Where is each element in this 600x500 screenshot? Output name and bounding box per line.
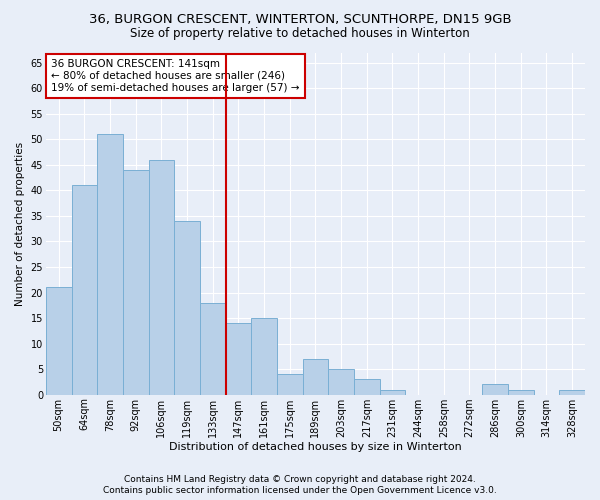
Bar [123,170,149,394]
Text: 36, BURGON CRESCENT, WINTERTON, SCUNTHORPE, DN15 9GB: 36, BURGON CRESCENT, WINTERTON, SCUNTHOR… [89,12,511,26]
Bar [149,160,174,394]
Bar [508,390,533,394]
Bar [71,186,97,394]
X-axis label: Distribution of detached houses by size in Winterton: Distribution of detached houses by size … [169,442,462,452]
Bar [302,359,328,394]
Bar [559,390,585,394]
Bar [200,302,226,394]
Bar [277,374,302,394]
Bar [97,134,123,394]
Bar [251,318,277,394]
Bar [174,221,200,394]
Bar [354,380,380,394]
Text: Contains HM Land Registry data © Crown copyright and database right 2024.: Contains HM Land Registry data © Crown c… [124,475,476,484]
Bar [46,288,71,395]
Bar [482,384,508,394]
Text: Contains public sector information licensed under the Open Government Licence v3: Contains public sector information licen… [103,486,497,495]
Y-axis label: Number of detached properties: Number of detached properties [15,142,25,306]
Text: Size of property relative to detached houses in Winterton: Size of property relative to detached ho… [130,28,470,40]
Text: 36 BURGON CRESCENT: 141sqm
← 80% of detached houses are smaller (246)
19% of sem: 36 BURGON CRESCENT: 141sqm ← 80% of deta… [51,60,300,92]
Bar [226,323,251,394]
Bar [328,369,354,394]
Bar [380,390,405,394]
